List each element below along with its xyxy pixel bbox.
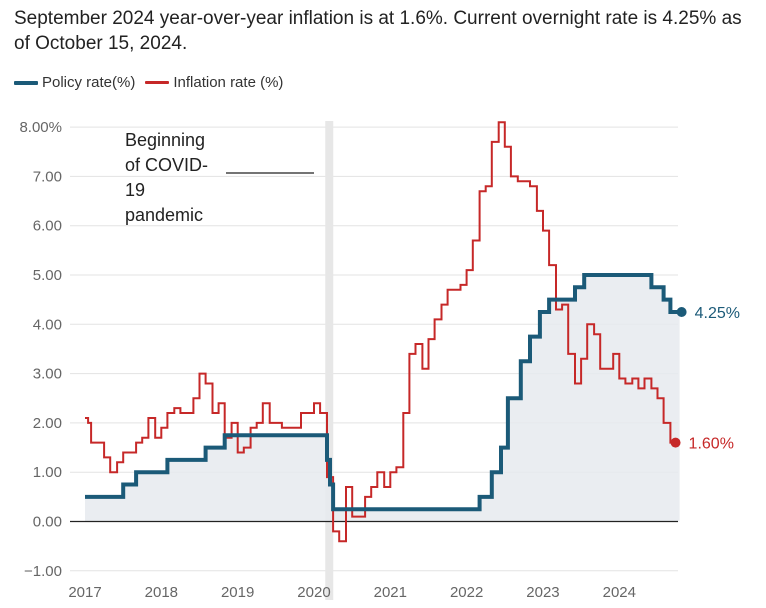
legend-item-inflation-rate: Inflation rate (%) bbox=[145, 74, 283, 91]
series-lines bbox=[85, 121, 680, 543]
legend-swatch-policy-rate bbox=[14, 80, 38, 85]
policy-rate-end-marker bbox=[676, 306, 687, 317]
inflation-rate-end-label: 1.60% bbox=[689, 436, 734, 453]
legend: Policy rate(%) Inflation rate (%) bbox=[14, 74, 293, 91]
y-tick-label: 4.00 bbox=[33, 316, 62, 333]
annotation-line: 19 bbox=[125, 180, 145, 200]
legend-swatch-inflation-rate bbox=[145, 81, 170, 84]
y-tick-label: 7.00 bbox=[33, 168, 62, 185]
y-tick-label: 8.00% bbox=[19, 119, 62, 136]
covid-annotation: Beginning of COVID- 19 pandemic bbox=[125, 130, 314, 225]
x-tick-label: 2019 bbox=[221, 584, 254, 601]
inflation-rate-line bbox=[85, 121, 677, 543]
x-axis-ticks: 2017 2018 2019 2020 2021 2022 2023 2024 bbox=[68, 584, 636, 601]
y-tick-label: 0.00 bbox=[33, 514, 62, 531]
x-tick-label: 2022 bbox=[450, 584, 483, 601]
x-tick-label: 2020 bbox=[297, 584, 330, 601]
policy-rate-area bbox=[85, 275, 680, 522]
covid-marker-band bbox=[325, 121, 334, 600]
inflation-rate-end-marker bbox=[670, 437, 681, 448]
x-tick-label: 2018 bbox=[145, 584, 178, 601]
policy-rate-line bbox=[85, 273, 680, 512]
y-axis-ticks: −1.00 0.00 1.00 2.00 3.00 4.00 5.00 6.00 7.00 8.0… bbox=[19, 119, 62, 580]
annotation-line: Beginning bbox=[125, 130, 205, 150]
legend-item-policy-rate: Policy rate(%) bbox=[14, 74, 135, 91]
end-markers: 4.25% 1.60% bbox=[670, 305, 740, 453]
y-tick-label: 5.00 bbox=[33, 267, 62, 284]
y-tick-label: −1.00 bbox=[24, 563, 62, 580]
y-tick-label: 2.00 bbox=[33, 415, 62, 432]
legend-label-inflation-rate: Inflation rate (%) bbox=[173, 74, 284, 91]
x-tick-label: 2021 bbox=[374, 584, 407, 601]
x-tick-label: 2017 bbox=[68, 584, 101, 601]
policy-rate-end-label: 4.25% bbox=[695, 305, 740, 322]
y-tick-label: 1.00 bbox=[33, 464, 62, 481]
legend-label-policy-rate: Policy rate(%) bbox=[42, 74, 136, 91]
x-tick-label: 2023 bbox=[526, 584, 559, 601]
y-tick-label: 3.00 bbox=[33, 366, 62, 383]
annotation-line: of COVID- bbox=[125, 155, 208, 175]
chart-subtitle: September 2024 year-over-year inflation … bbox=[14, 8, 742, 54]
x-tick-label: 2024 bbox=[603, 584, 636, 601]
y-tick-label: 6.00 bbox=[33, 218, 62, 235]
annotation-line: pandemic bbox=[125, 205, 203, 225]
